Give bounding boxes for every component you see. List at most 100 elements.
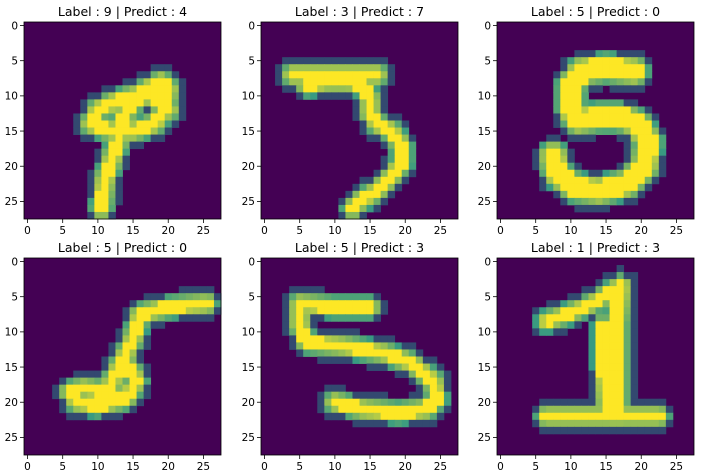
pixel — [630, 384, 639, 393]
pixel — [651, 141, 660, 150]
y-tick-label: 20 — [478, 161, 491, 173]
pixel — [345, 342, 353, 350]
pixel — [87, 391, 95, 400]
pixel — [289, 342, 297, 350]
pixel — [178, 314, 187, 322]
pixel — [623, 148, 632, 157]
pixel — [553, 92, 561, 100]
pixel — [630, 155, 639, 164]
pixel — [171, 92, 180, 100]
pixel — [609, 78, 618, 86]
pixel — [588, 419, 596, 428]
pixel — [366, 85, 374, 93]
pixel — [373, 314, 382, 322]
x-tick-label: 0 — [24, 461, 31, 473]
pixel — [157, 314, 166, 322]
pixel — [199, 307, 208, 315]
pixel — [609, 412, 618, 421]
pixel — [401, 398, 410, 407]
pixel — [623, 314, 632, 322]
pixel — [143, 120, 152, 128]
pixel — [352, 419, 360, 428]
pixel — [380, 300, 389, 308]
pixel — [122, 162, 130, 171]
pixel — [602, 272, 610, 280]
pixel — [59, 398, 67, 407]
pixel — [401, 412, 410, 421]
pixel — [581, 405, 589, 414]
pixel — [609, 64, 618, 72]
pixel — [213, 300, 222, 308]
pixel — [359, 300, 367, 308]
pixel — [616, 99, 625, 107]
pixel — [366, 293, 374, 301]
pixel — [289, 85, 297, 93]
pixel — [101, 155, 109, 164]
pixel — [150, 106, 159, 114]
pixel — [129, 92, 137, 100]
pixel — [623, 356, 632, 364]
pixel — [574, 57, 582, 65]
pixel — [630, 321, 639, 329]
pixel — [387, 356, 396, 364]
pixel — [359, 197, 367, 206]
pixel — [94, 113, 102, 121]
pixel — [87, 405, 95, 414]
pixel — [658, 148, 667, 157]
pixel — [157, 78, 166, 86]
pixel — [532, 148, 540, 157]
pixel — [324, 293, 332, 301]
y-tick-label: 25 — [242, 432, 255, 444]
pixel — [553, 398, 561, 407]
pixel — [345, 92, 353, 100]
pixel — [658, 141, 667, 150]
pixel — [616, 342, 625, 350]
pixel — [115, 169, 123, 178]
pixel — [87, 412, 95, 421]
pixel — [296, 286, 304, 294]
pixel — [352, 293, 360, 301]
pixel — [595, 419, 603, 428]
pixel — [185, 293, 194, 301]
pixel — [366, 99, 374, 107]
pixel — [87, 384, 95, 393]
pixel — [122, 141, 130, 150]
pixel — [303, 342, 311, 350]
pixel — [387, 134, 396, 143]
pixel — [122, 370, 130, 379]
pixel — [324, 307, 332, 315]
pixel — [143, 391, 152, 400]
pixel — [602, 106, 610, 114]
pixel — [324, 85, 332, 93]
pixel — [143, 127, 152, 135]
pixel — [623, 78, 632, 86]
pixel — [94, 412, 102, 421]
pixel — [588, 384, 596, 393]
pixel — [108, 204, 116, 213]
pixel — [80, 370, 88, 379]
pixel — [303, 300, 311, 308]
pixel — [623, 197, 632, 206]
pixel — [401, 141, 410, 150]
pixel — [616, 321, 625, 329]
y-tick-label: 5 — [11, 55, 18, 67]
pixel — [602, 176, 610, 185]
pixel — [206, 286, 215, 294]
pixel — [532, 162, 540, 171]
pixel — [595, 356, 603, 364]
pixel — [373, 349, 382, 357]
pixel — [143, 342, 152, 350]
pixel — [658, 412, 667, 421]
pixel — [560, 127, 568, 135]
pixel — [581, 286, 589, 294]
pixel — [359, 106, 367, 114]
pixel — [373, 120, 382, 128]
pixel — [157, 293, 166, 301]
y-tick-label: 5 — [484, 55, 491, 67]
pixel — [553, 155, 561, 164]
pixel — [359, 183, 367, 192]
pixel — [623, 169, 632, 178]
pixel — [129, 127, 137, 135]
pixel — [303, 57, 311, 65]
pixel — [338, 391, 346, 400]
